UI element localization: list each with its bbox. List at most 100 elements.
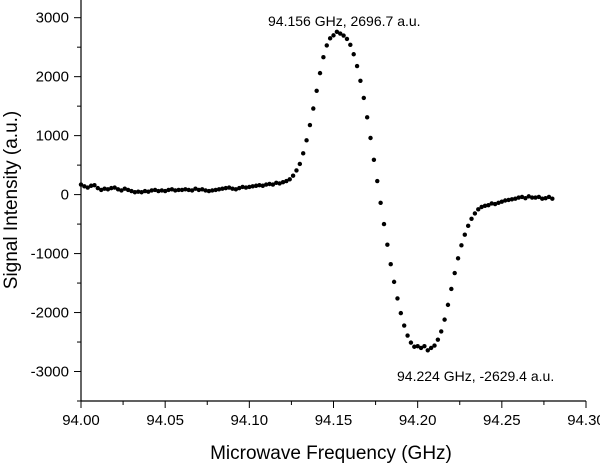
data-point	[546, 194, 552, 200]
data-point	[439, 329, 444, 334]
data-point	[381, 221, 387, 227]
data-point	[371, 157, 377, 163]
data-point	[169, 187, 175, 192]
data-point	[139, 190, 144, 195]
data-point	[253, 183, 259, 188]
data-point	[418, 345, 424, 351]
data-point	[378, 200, 383, 206]
data-point	[260, 183, 265, 188]
data-point	[395, 296, 400, 301]
trough-annotation: 94.224 GHz, -2629.4 a.u.	[397, 368, 554, 384]
data-point	[287, 177, 292, 182]
data-point	[469, 216, 474, 221]
data-point	[85, 185, 90, 190]
data-point	[307, 122, 313, 128]
data-point	[176, 187, 181, 193]
data-point	[78, 182, 84, 187]
data-point	[267, 181, 272, 187]
data-point	[152, 187, 158, 193]
data-point	[142, 188, 148, 194]
data-point	[519, 194, 525, 200]
data-point	[277, 181, 282, 186]
data-point	[523, 195, 528, 201]
data-point	[385, 242, 390, 247]
data-point	[196, 187, 202, 193]
data-point	[543, 195, 548, 201]
y-tick-label: -3000	[31, 364, 69, 381]
data-point	[173, 188, 178, 193]
data-point	[213, 187, 218, 193]
data-point	[402, 323, 407, 328]
data-point	[435, 337, 441, 342]
data-point	[455, 256, 461, 261]
data-point	[375, 178, 380, 184]
data-point	[513, 196, 518, 201]
x-axis-label: Microwave Frequency (GHz)	[210, 443, 452, 464]
data-point	[516, 195, 521, 200]
data-point	[88, 183, 94, 188]
y-axis-label: Signal Intensity (a.u.)	[1, 111, 22, 289]
data-point	[129, 188, 134, 194]
data-point	[529, 195, 535, 200]
data-point	[189, 188, 195, 193]
data-points	[78, 29, 555, 353]
data-point	[216, 187, 222, 192]
data-point	[240, 184, 245, 190]
data-point	[274, 180, 279, 186]
data-point	[405, 333, 410, 338]
data-point	[297, 161, 303, 167]
peak-annotation: 94.156 GHz, 2696.7 a.u.	[268, 13, 421, 29]
data-point	[391, 279, 397, 285]
data-point	[166, 187, 171, 193]
data-point	[314, 88, 319, 94]
data-point	[183, 187, 188, 192]
data-point	[223, 185, 228, 191]
data-point	[179, 187, 185, 193]
data-point	[388, 261, 393, 267]
data-point	[422, 343, 427, 349]
data-point	[489, 201, 494, 206]
data-point	[311, 106, 316, 111]
data-point	[412, 344, 417, 349]
x-tick-label: 94.10	[231, 412, 269, 429]
data-point	[250, 184, 255, 189]
data-point	[243, 185, 249, 190]
data-point	[122, 186, 127, 191]
data-point	[233, 187, 239, 192]
data-point	[445, 302, 451, 308]
labels: Microwave Frequency (GHz) Signal Intensi…	[1, 13, 554, 464]
x-tick-label: 94.15	[315, 412, 353, 429]
data-point	[149, 188, 154, 193]
y-tick-label: 1000	[36, 128, 69, 145]
x-tick-label: 94.30	[567, 412, 600, 429]
data-point	[105, 187, 111, 192]
ticks: 94.00 94.05 94.10 94.15 94.20 94.25 94.30 3000 2…	[31, 10, 600, 429]
data-point	[479, 204, 484, 210]
data-point	[193, 186, 198, 191]
data-point	[536, 194, 542, 200]
y-tick-label: -1000	[31, 246, 69, 263]
data-point	[354, 63, 360, 69]
data-point	[270, 182, 276, 187]
y-tick-label: 0	[61, 187, 69, 204]
data-point	[331, 33, 336, 38]
data-point	[341, 33, 346, 38]
data-point	[492, 201, 498, 207]
data-point	[109, 185, 114, 191]
x-tick-label: 94.20	[399, 412, 437, 429]
data-point	[327, 36, 333, 41]
data-point	[442, 317, 447, 322]
data-point	[220, 186, 225, 191]
data-point	[344, 36, 350, 42]
data-point	[136, 189, 141, 194]
data-point	[398, 310, 404, 316]
data-point	[499, 199, 505, 204]
data-point	[368, 135, 373, 141]
data-point	[503, 198, 508, 203]
data-point	[425, 348, 430, 353]
y-tick-label: 3000	[36, 10, 69, 27]
data-point	[263, 182, 269, 187]
data-point	[146, 189, 151, 194]
